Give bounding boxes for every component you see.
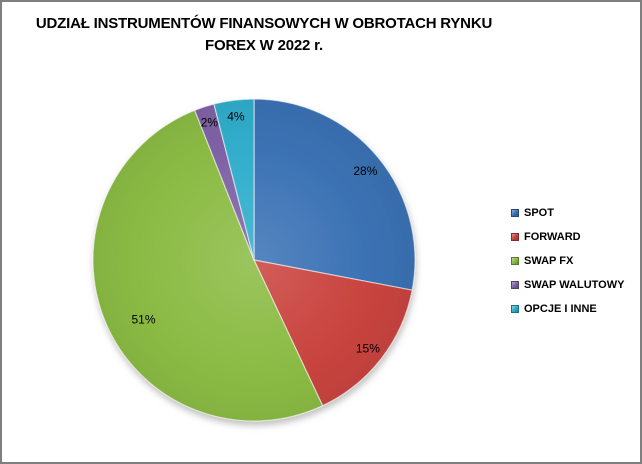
chart-title: UDZIAŁ INSTRUMENTÓW FINANSOWYCH W OBROTA… <box>22 13 506 57</box>
legend-item-opcje-i-inne[interactable]: OPCJE I INNE <box>511 297 624 321</box>
legend-item-swap-fx[interactable]: SWAP FX <box>511 249 624 273</box>
legend-item-forward[interactable]: FORWARD <box>511 225 624 249</box>
legend: SPOT FORWARD SWAP FX SWAP WALUTOWY OPCJE I I… <box>511 201 624 321</box>
chart-title-line2: FOREX W 2022 r. <box>205 37 323 54</box>
legend-marker-icon <box>511 305 519 313</box>
pie-slice-opcje-i-inne[interactable] <box>213 98 255 261</box>
data-label-forward: 15% <box>356 341 380 355</box>
pie-slice-spot[interactable] <box>253 98 416 291</box>
data-label-swap-walutowy: 2% <box>201 116 219 130</box>
legend-label: OPCJE I INNE <box>524 303 597 315</box>
data-label-spot: 28% <box>353 164 377 178</box>
legend-marker-icon <box>511 209 519 217</box>
pie-slice-forward[interactable] <box>253 259 413 407</box>
legend-marker-icon <box>511 257 519 265</box>
pie-slice-swap-fx[interactable] <box>92 109 324 422</box>
legend-item-swap-walutowy[interactable]: SWAP WALUTOWY <box>511 273 624 297</box>
legend-item-spot[interactable]: SPOT <box>511 201 624 225</box>
legend-label: SPOT <box>524 207 554 219</box>
chart-title-line1: UDZIAŁ INSTRUMENTÓW FINANSOWYCH W OBROTA… <box>35 15 493 32</box>
legend-label: FORWARD <box>524 231 581 243</box>
data-label-swap-fx: 51% <box>131 313 155 327</box>
legend-label: SWAP WALUTOWY <box>524 279 625 291</box>
legend-label: SWAP FX <box>524 255 574 267</box>
legend-marker-icon <box>511 233 519 241</box>
data-label-opcje-i-inne: 4% <box>227 110 245 124</box>
legend-marker-icon <box>511 281 519 289</box>
